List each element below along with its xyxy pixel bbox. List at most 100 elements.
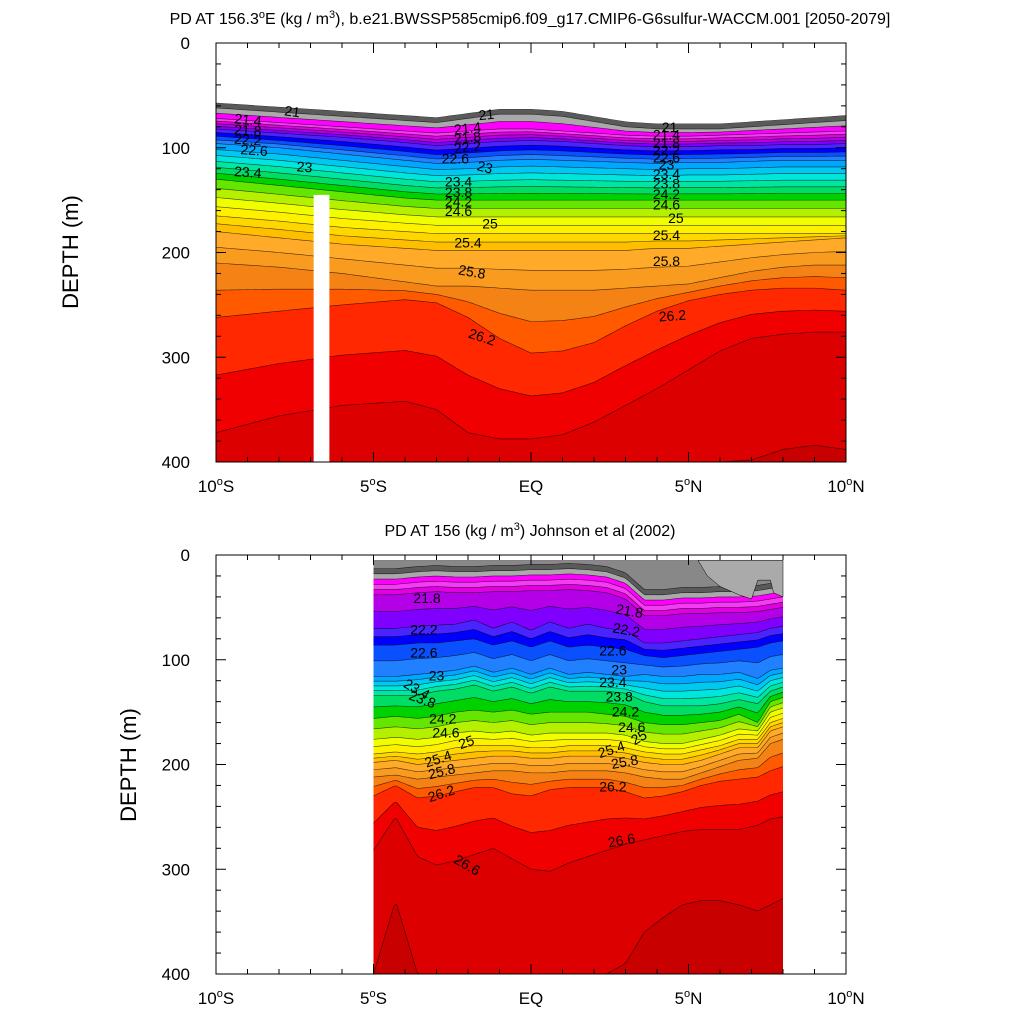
panel-top-contour-21.0 [215,107,847,130]
panel-bottom-contour-label: 25 [456,732,476,752]
panel-top-contour-label: 23.4 [653,166,680,182]
panel-top-contour-label: 23 [296,158,313,175]
panel-bottom-contour-label: 23.4 [599,674,626,690]
panel-bottom-contour-label: 22.6 [599,643,626,659]
panel-bottom-contour-label: 24.6 [618,719,645,735]
x-tick-label: 10oN [827,476,864,496]
x-tick-label: 5oS [360,476,387,496]
panel-top-contour-label: 21.4 [234,110,263,129]
panel-bottom-land-patch [697,559,784,600]
panel-bottom-contour-21.6 [373,584,784,611]
panel-bottom-contour-label: 25.8 [426,760,457,782]
panel-bottom-contour-24.8 [373,712,784,750]
panel-bottom-contour-label: 24.2 [429,711,456,727]
panel-top-contour-label: 21.4 [653,126,680,142]
y-tick-label: 0 [181,34,190,53]
panel-bottom-contour-21.2 [373,573,784,601]
panel-top-contour-21.8 [215,123,847,142]
panel-top-contour-label: 24.6 [653,197,680,213]
panel-bottom-contour-23.8 [373,684,784,707]
panel-bottom-contour-24.6 [373,707,784,744]
x-tick-label: 10oN [827,988,864,1008]
panel-top-contour-label: 25.4 [653,227,680,243]
panel-top-title: PD AT 156.3oE (kg / m3), b.e21.BWSSP585c… [170,9,891,28]
y-tick-label: 200 [162,244,190,263]
x-tick-label: 5oN [675,988,703,1008]
panel-top-contour-label: 22.2 [234,131,263,149]
x-tick-label: 10oS [198,988,234,1008]
panel-top-contour-label: 24.2 [445,193,472,209]
panel-bottom-contour-21.8 [373,589,784,617]
panel-top-contour-22.6 [215,135,847,156]
panel-bottom-contour-label: 21.8 [615,601,645,622]
panel-top-contour-23.0 [215,143,846,164]
panel-bottom-contour-26.2 [373,766,784,799]
panel-top-contour-21.6 [215,120,847,140]
panel-top: PD AT 156.3oE (kg / m3), b.e21.BWSSP585c… [58,9,890,496]
panel-top-contour-label: 21.4 [453,119,482,138]
panel-bottom: PD AT 156 (kg / m3) Johnson et al (2002)… [116,521,865,1008]
panel-bottom-y-axis-label: DEPTH (m) [116,708,141,822]
x-tick-label: EQ [519,477,544,496]
y-tick-label: 400 [162,453,190,472]
panel-bottom-contour-22.2 [373,619,784,644]
panel-bottom-plot-area: 21.822.222.62323.423.824.224.62525.425.8… [162,546,865,1008]
panel-top-contour-label: 24.2 [653,186,680,202]
panel-top-contour-label: 23 [659,157,675,173]
panel-bottom-contour-label: 24.2 [612,703,639,719]
y-tick-label: 0 [181,546,190,565]
panel-top-contour-label: 23.4 [234,163,263,181]
y-tick-label: 200 [162,756,190,775]
panel-top-contour-label: 25 [668,210,684,226]
panel-top-contour-22.2 [215,128,847,147]
panel-bottom-title: PD AT 156 (kg / m3) Johnson et al (2002) [384,521,675,540]
panel-bottom-contour-22.4 [373,629,784,651]
panel-bottom-contour-22.8 [373,652,784,668]
panel-bottom-contour-23.0 [373,665,784,679]
panel-bottom-contour-25.8 [373,739,784,780]
panel-top-contour-21.2 [215,112,847,133]
panel-top-contour-label: 21 [283,102,301,120]
panel-bottom-contour-label: 25 [628,726,650,748]
panel-top-contour-21.4 [215,118,847,137]
panel-top-contour-label: 21 [478,106,495,124]
panel-bottom-contour-22.6 [373,638,784,658]
panel-bottom-contour-label: 23 [611,661,627,677]
panel-bottom-contour-25.6 [373,732,784,773]
panel-top-contour-label: 23.8 [653,176,680,192]
panel-bottom-contour-25.0 [373,718,784,755]
panel-top-contour-22.0 [215,125,847,145]
panel-bottom-contour-25.2 [373,722,784,760]
panel-bottom-contour-24.2 [373,697,784,725]
y-tick-label: 100 [162,139,190,158]
panel-bottom-contour-20.8 [373,563,784,590]
panel-top-contour-23.4 [215,155,846,176]
y-tick-label: 400 [162,965,190,984]
panel-bottom-contour-22.0 [373,606,784,630]
panel-top-contour-label: 21.8 [453,128,482,147]
panel-top-contour-22.4 [215,132,847,152]
panel-top-contour-label: 25.8 [653,253,680,269]
panel-top-contour-label: 22.2 [453,138,482,157]
panel-top-contour-label: 21.8 [653,135,680,151]
panel-top-contour-label: 25 [482,215,498,231]
panel-bottom-contour-label: 22.6 [410,645,437,661]
panel-top-contour-label: 25.8 [457,261,487,282]
panel-top-contour-label: 22.6 [653,149,680,165]
panel-top-contour-24.0 [215,172,846,195]
panel-top-contour-label: 25.4 [454,234,481,250]
panel-bottom-contour-21.4 [373,578,784,606]
panel-bottom-contour-label: 22.2 [612,619,642,640]
panel-top-contour-label: 23.4 [445,174,472,190]
panel-bottom-contour-label: 23 [429,668,445,684]
panel-top-contour-23.6 [215,161,846,183]
panel-bottom-contour-26.4 [373,791,784,833]
x-tick-label: 5oN [675,476,703,496]
panel-top-contour-label: 22.2 [653,142,680,158]
panel-bottom-contour-label: 22.2 [410,622,437,638]
panel-top-contour-label: 23 [475,157,494,176]
panel-top-contour-24.2 [215,178,846,201]
panel-top-missing-column [313,194,330,462]
